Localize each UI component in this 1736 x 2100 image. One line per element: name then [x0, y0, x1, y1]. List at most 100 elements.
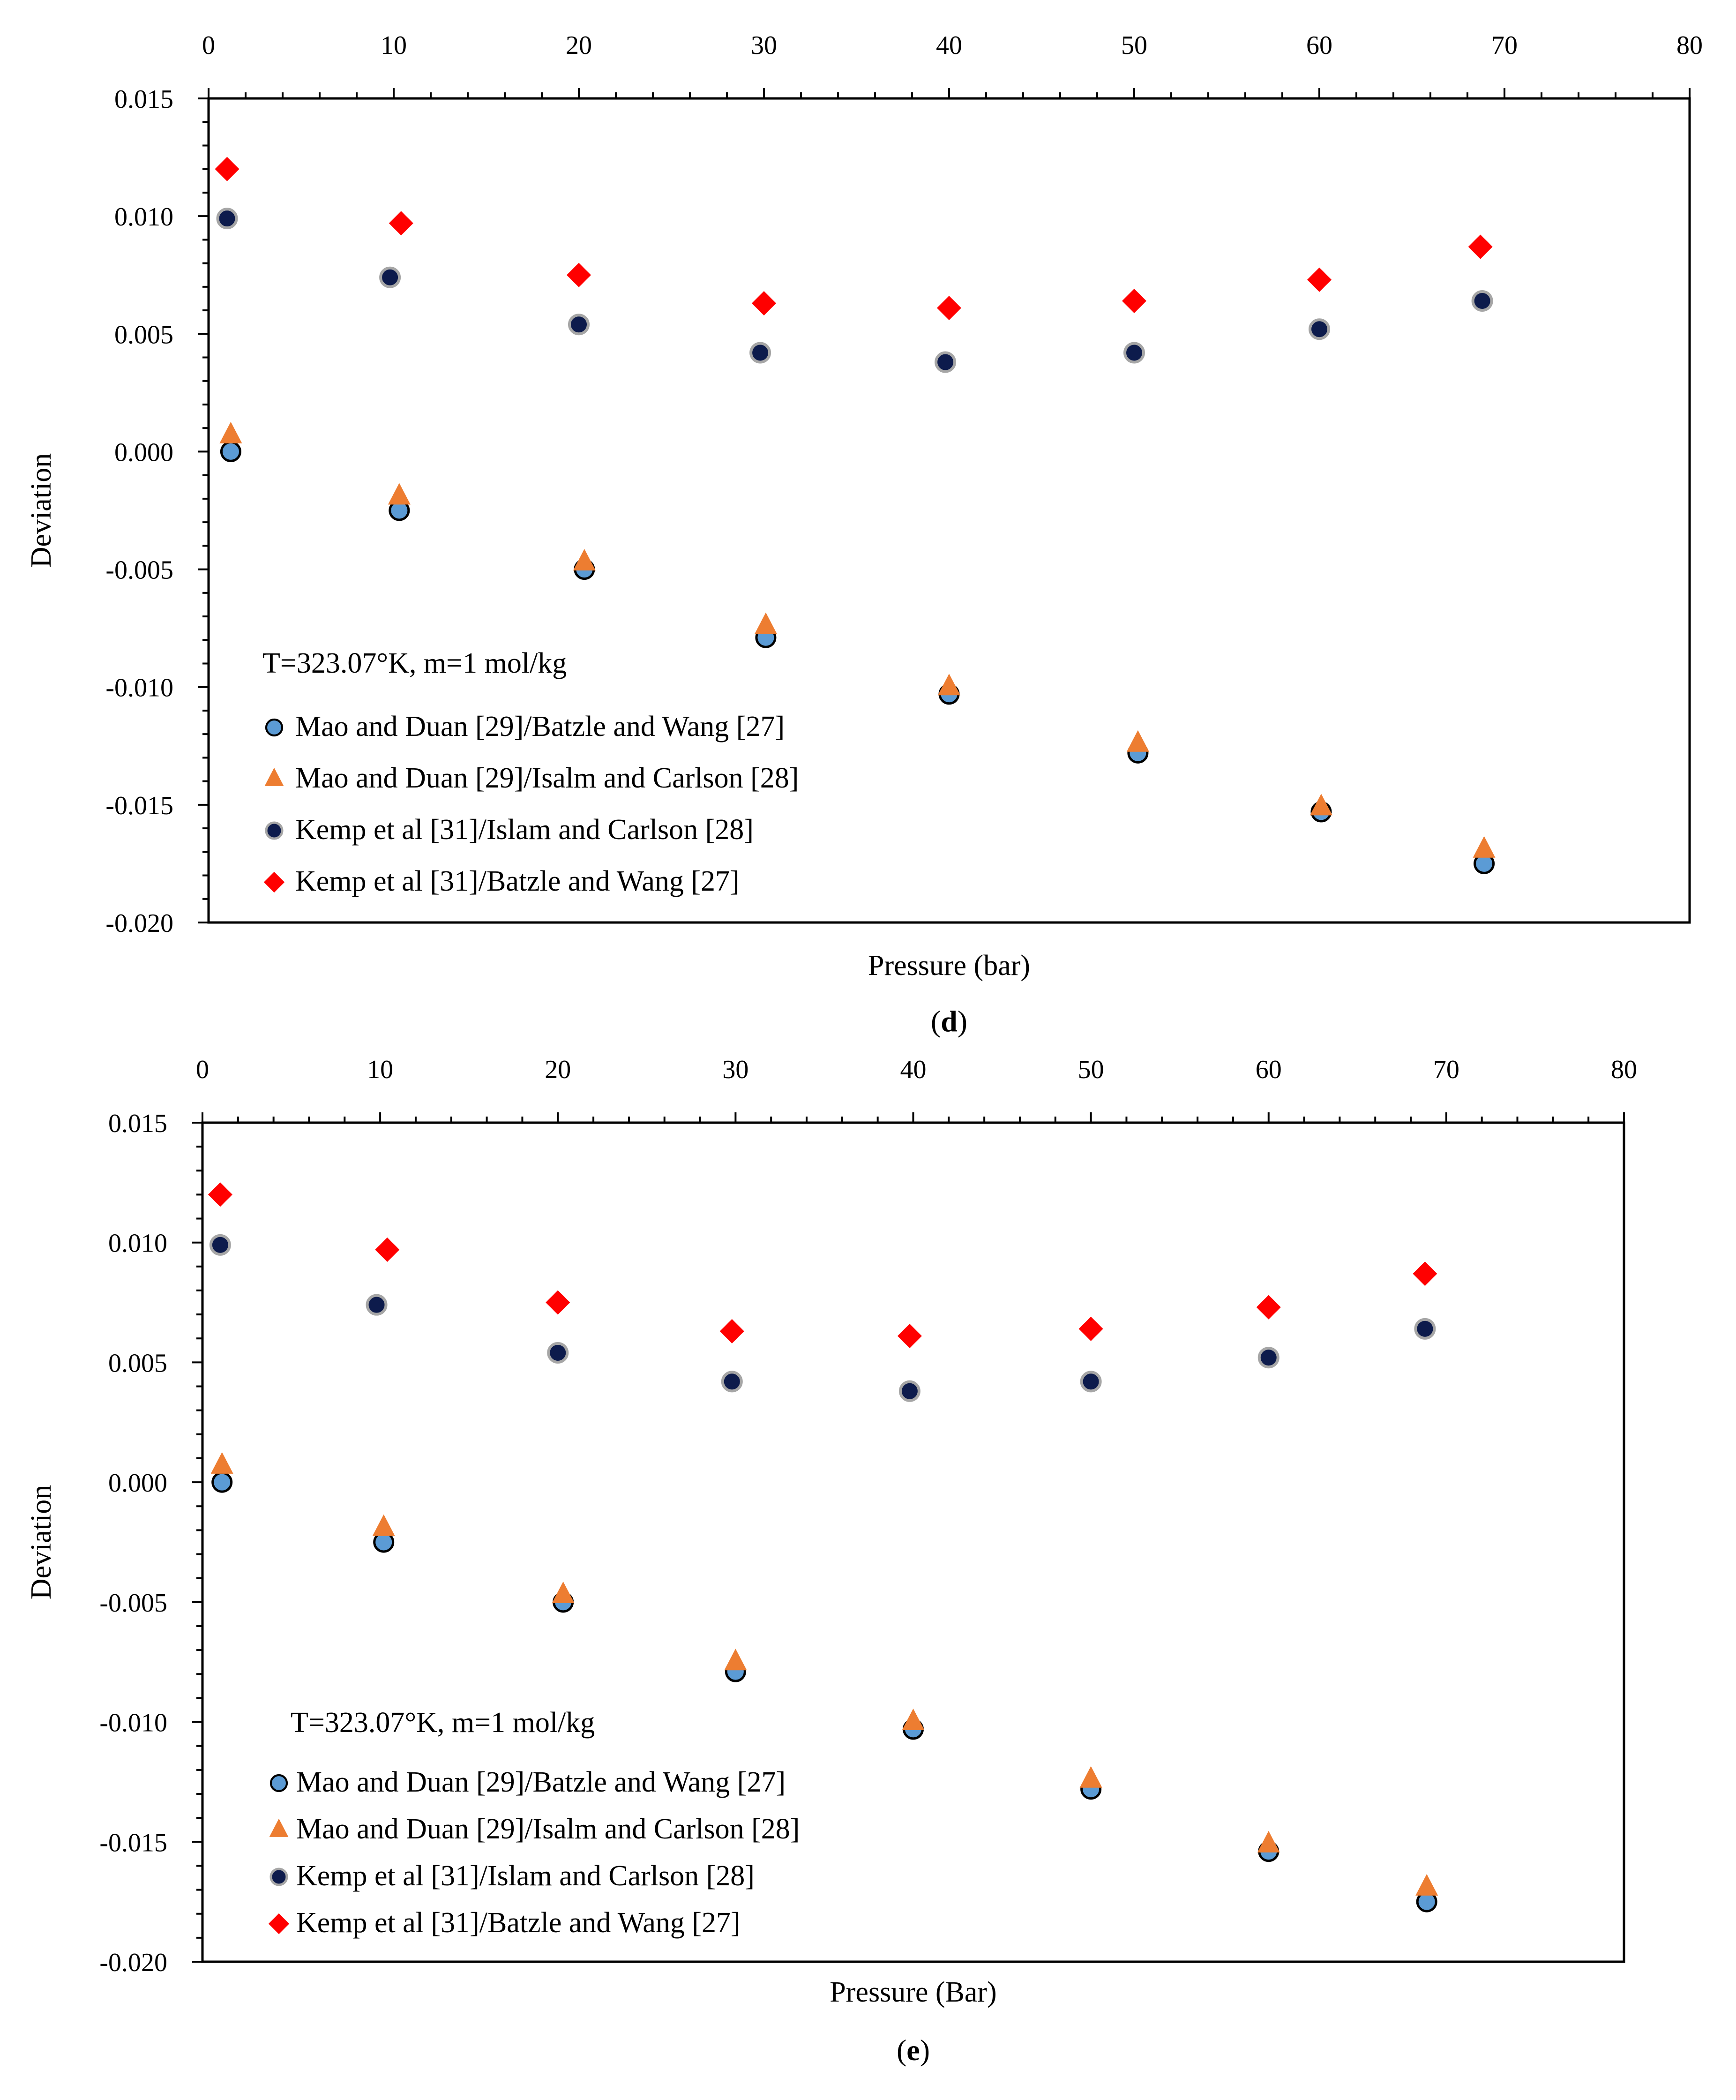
legend-marker	[265, 821, 284, 840]
data-point	[897, 1324, 922, 1349]
data-point	[935, 351, 957, 373]
y-tick-label: -0.015	[99, 1828, 167, 1857]
data-point	[1079, 1766, 1102, 1788]
series-diamond-red	[208, 1182, 1437, 1349]
data-point	[749, 342, 771, 364]
data-point	[1256, 1295, 1281, 1320]
y-tick-label: 0.015	[108, 1109, 167, 1138]
legend-entry: Kemp et al [31]/Islam and Carlson [28]	[295, 814, 754, 846]
legend-marker	[269, 1818, 289, 1837]
data-point	[1307, 267, 1332, 292]
data-point	[1257, 1830, 1280, 1852]
data-point	[208, 1182, 232, 1207]
legend-entry: Kemp et al [31]/Batzle and Wang [27]	[295, 865, 740, 897]
legend-marker	[265, 718, 284, 737]
data-point	[1078, 1316, 1103, 1341]
data-point	[724, 1649, 747, 1671]
x-tick-label: 70	[1491, 31, 1518, 60]
legend-entry: Kemp et al [31]/Batzle and Wang [27]	[296, 1907, 741, 1939]
legend-entry: Mao and Duan [29]/Batzle and Wang [27]	[296, 1766, 786, 1798]
chart-panel-e: 0 10 20 30 40 50 60 70 80 0.015 0.010 0.005 0.000 -0.…	[25, 1055, 1637, 2067]
y-tick-label: -0.005	[105, 556, 173, 585]
data-point	[938, 674, 960, 696]
data-point	[379, 266, 401, 288]
data-point	[898, 1380, 920, 1402]
data-point	[220, 441, 241, 462]
x-tick-label: 30	[751, 31, 777, 60]
x-tick-label: 0	[196, 1055, 209, 1084]
legend-entry: Mao and Duan [29]/Batzle and Wang [27]	[295, 711, 785, 742]
data-point	[219, 421, 242, 443]
series-diamond-red	[215, 157, 1493, 321]
legend: Mao and Duan [29]/Batzle and Wang [27] Ma…	[268, 1766, 800, 1939]
data-point	[547, 1342, 569, 1364]
data-point	[1415, 1874, 1438, 1896]
data-point	[546, 1290, 570, 1315]
data-point	[216, 208, 238, 230]
data-point	[372, 1514, 395, 1536]
legend-marker	[264, 767, 284, 786]
legend-entry: Mao and Duan [29]/Isalm and Carlson [28]	[295, 762, 799, 794]
x-tick-label: 20	[545, 1055, 571, 1084]
x-tick-label: 50	[1078, 1055, 1104, 1084]
data-point	[1080, 1371, 1102, 1393]
x-tick-label: 80	[1611, 1055, 1637, 1084]
y-tick-label: 0.005	[114, 320, 173, 349]
x-tick-label: 60	[1306, 31, 1332, 60]
x-axis-title: Pressure (Bar)	[830, 1976, 996, 2008]
y-tick-label: 0.005	[108, 1349, 167, 1378]
x-tick-label: 40	[900, 1055, 927, 1084]
data-point	[1473, 836, 1496, 858]
legend-marker	[263, 871, 285, 893]
data-point	[1471, 290, 1493, 312]
data-point	[1122, 288, 1146, 313]
panel-label: (e)	[897, 2033, 930, 2067]
x-tick-label: 40	[936, 31, 962, 60]
x-axis-title: Pressure (bar)	[868, 950, 1030, 982]
data-point	[552, 1581, 575, 1603]
x-tick-label: 60	[1256, 1055, 1282, 1084]
y-tick-label: 0.010	[114, 202, 173, 232]
y-axis-title: Deviation	[25, 453, 57, 568]
x-tick-label: 0	[202, 31, 215, 60]
legend-entry: Kemp et al [31]/Islam and Carlson [28]	[296, 1860, 755, 1892]
legend-marker	[269, 1774, 288, 1792]
series-circle-navy	[216, 208, 1493, 373]
data-point	[567, 262, 591, 287]
data-point	[573, 548, 596, 570]
data-point	[209, 1234, 231, 1256]
data-point	[754, 612, 777, 634]
y-tick-label: 0.015	[114, 85, 173, 114]
data-point	[1257, 1347, 1280, 1369]
x-tick-label: 20	[566, 31, 592, 60]
plot-frame	[207, 97, 1691, 924]
y-tick-label: -0.010	[105, 674, 173, 703]
data-point	[937, 296, 961, 321]
y-tick-label: 0.000	[108, 1469, 167, 1498]
x-tick-label: 30	[722, 1055, 748, 1084]
chart-panel-d: 0 10 20 30 40 50 60 70 80 0.015 0.010 0.005 0.000 -0.…	[25, 31, 1703, 1038]
x-tick-label: 80	[1676, 31, 1703, 60]
data-point	[211, 1471, 233, 1493]
data-point	[375, 1238, 400, 1262]
data-point	[721, 1371, 743, 1393]
y-tick-label: -0.005	[99, 1589, 167, 1618]
data-point	[1414, 1318, 1436, 1340]
y-tick-label: -0.020	[99, 1948, 167, 1977]
data-point	[388, 483, 411, 505]
data-point	[902, 1709, 925, 1731]
data-point	[1468, 234, 1493, 259]
data-point	[719, 1319, 744, 1343]
y-axis-title: Deviation	[25, 1485, 57, 1600]
data-point	[1123, 342, 1145, 364]
series-triangle-orange	[210, 1452, 1438, 1896]
x-tick-label: 70	[1433, 1055, 1459, 1084]
series-circle-blue	[211, 1471, 1437, 1912]
data-point	[389, 211, 413, 236]
data-point	[568, 314, 590, 336]
panel-label: (d)	[931, 1005, 967, 1038]
y-tick-label: 0.010	[108, 1229, 167, 1258]
y-tick-label: -0.010	[99, 1709, 167, 1738]
legend-marker	[269, 1868, 288, 1886]
x-tick-label: 50	[1121, 31, 1147, 60]
